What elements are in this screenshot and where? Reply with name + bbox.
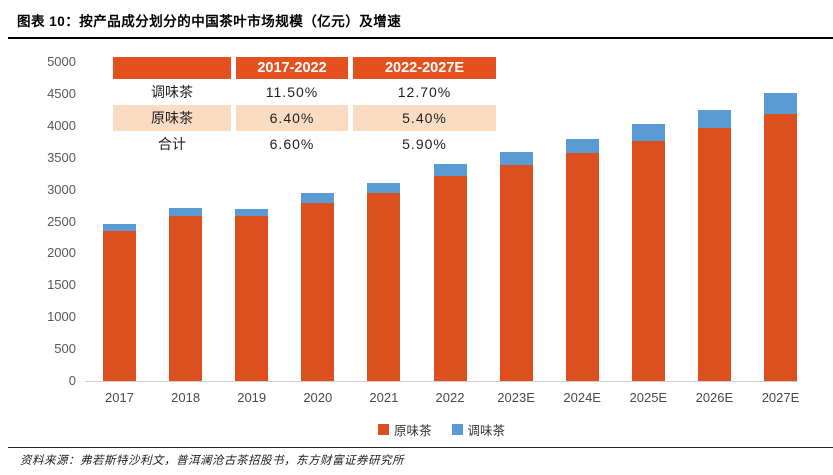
growth-table-row-original-tea: 原味茶 6.40% 5.40% bbox=[113, 105, 496, 131]
chart-legend: 原味茶 调味茶 bbox=[85, 420, 798, 439]
bar-segment-原味茶-2020 bbox=[301, 203, 335, 381]
growth-table-header-blank bbox=[113, 57, 231, 79]
column-gap bbox=[348, 131, 353, 157]
growth-table-header-2017-2022: 2017-2022 bbox=[236, 57, 348, 79]
bar-column-2017 bbox=[103, 224, 136, 381]
cagr-value: 12.70% bbox=[397, 84, 452, 100]
y-axis-label: 3500 bbox=[47, 149, 76, 165]
bar-segment-调味茶-2020 bbox=[301, 193, 335, 204]
legend-swatch-icon bbox=[451, 424, 463, 435]
bar-segment-原味茶-2027E bbox=[764, 114, 797, 381]
bar-segment-原味茶-2023E bbox=[499, 164, 533, 381]
y-axis-label: 4000 bbox=[47, 117, 76, 133]
bar-column-2019 bbox=[235, 208, 269, 381]
growth-table-row-total: 合计 6.60% 5.90% bbox=[113, 131, 496, 157]
bar-column-2018 bbox=[169, 208, 203, 381]
cagr-value: 11.50% bbox=[265, 84, 319, 100]
y-axis-label: 5000 bbox=[47, 54, 76, 69]
x-axis-label: 2025E bbox=[629, 390, 668, 405]
bar-segment-原味茶-2021 bbox=[367, 193, 401, 381]
x-axis-label: 2017 bbox=[105, 390, 134, 405]
column-gap bbox=[231, 57, 236, 79]
legend-label: 调味茶 bbox=[467, 424, 506, 438]
x-axis-label: 2021 bbox=[369, 390, 399, 405]
column-gap bbox=[231, 131, 236, 157]
row-label: 调味茶 bbox=[151, 84, 193, 100]
growth-table-row-flavored-tea: 调味茶 11.50% 12.70% bbox=[113, 79, 496, 105]
y-axis-label: 500 bbox=[54, 341, 76, 357]
bar-segment-调味茶-2021 bbox=[367, 182, 401, 194]
x-axis-line bbox=[85, 381, 798, 382]
bar-column-2024E bbox=[565, 138, 599, 381]
y-axis-label: 0 bbox=[68, 373, 76, 388]
legend-item-原味茶: 原味茶 bbox=[377, 420, 432, 439]
legend-item-调味茶: 调味茶 bbox=[451, 420, 506, 439]
bar-segment-原味茶-2017 bbox=[103, 230, 136, 381]
y-axis-label: 2000 bbox=[47, 245, 76, 261]
y-axis-label: 1500 bbox=[47, 277, 76, 293]
bar-column-2020 bbox=[301, 193, 335, 381]
y-axis-label: 2500 bbox=[47, 213, 76, 229]
legend-swatch-icon bbox=[377, 424, 389, 435]
bar-segment-原味茶-2018 bbox=[169, 216, 203, 381]
bar-segment-调味茶-2027E bbox=[764, 93, 797, 115]
plot-area bbox=[85, 62, 798, 381]
bar-segment-调味茶-2019 bbox=[235, 208, 269, 217]
bar-column-2025E bbox=[631, 124, 665, 381]
x-axis-label: 2019 bbox=[237, 390, 267, 405]
source-note: 资料来源：弗若斯特沙利文，普洱澜沧古茶招股书，东方财富证券研究所 bbox=[20, 455, 404, 467]
column-gap bbox=[348, 79, 353, 105]
cagr-value: 5.90% bbox=[402, 136, 447, 152]
cagr-value: 6.60% bbox=[269, 136, 315, 152]
column-gap bbox=[348, 105, 353, 131]
bar-column-2026E bbox=[697, 109, 731, 381]
bar-segment-调味茶-2017 bbox=[103, 224, 136, 231]
title-rule bbox=[8, 37, 833, 39]
x-axis-label: 2024E bbox=[563, 390, 601, 405]
column-gap bbox=[348, 57, 353, 79]
growth-table-header-2022-2027e: 2022-2027E bbox=[353, 57, 496, 79]
bar-segment-原味茶-2022 bbox=[433, 175, 467, 381]
x-axis-label: 2018 bbox=[171, 390, 201, 405]
bar-segment-调味茶-2024E bbox=[565, 138, 599, 154]
x-axis-label: 2023E bbox=[497, 390, 535, 405]
bar-column-2021 bbox=[367, 182, 401, 381]
row-label: 合计 bbox=[158, 136, 186, 152]
cagr-value: 5.40% bbox=[353, 105, 496, 131]
bar-segment-调味茶-2022 bbox=[433, 164, 467, 176]
y-axis-label: 3000 bbox=[47, 181, 76, 197]
x-axis-label: 2027E bbox=[761, 390, 800, 405]
cagr-value: 6.40% bbox=[236, 105, 348, 131]
growth-table: 2017-2022 2022-2027E 调味茶 11.50% 12.70% 原… bbox=[113, 57, 496, 157]
y-axis-label: 4500 bbox=[47, 85, 76, 101]
bar-segment-调味茶-2018 bbox=[169, 208, 203, 217]
bar-column-2027E bbox=[764, 93, 797, 381]
bar-column-2023E bbox=[499, 151, 533, 381]
bar-segment-原味茶-2026E bbox=[697, 128, 731, 381]
bar-segment-调味茶-2026E bbox=[697, 109, 731, 128]
bar-segment-调味茶-2023E bbox=[499, 151, 533, 165]
figure-title: 图表 10：按产品成分划分的中国茶叶市场规模（亿元）及增速 bbox=[17, 14, 402, 29]
growth-table-header: 2017-2022 2022-2027E bbox=[113, 57, 496, 79]
bar-segment-原味茶-2024E bbox=[565, 153, 599, 381]
bottom-rule bbox=[8, 447, 833, 448]
x-axis-label: 2022 bbox=[435, 390, 465, 405]
column-gap bbox=[231, 105, 236, 131]
x-axis-label: 2020 bbox=[303, 390, 333, 405]
y-axis-label: 1000 bbox=[47, 309, 76, 325]
bar-segment-调味茶-2025E bbox=[631, 124, 665, 141]
x-axis-label: 2026E bbox=[695, 390, 734, 405]
row-label: 原味茶 bbox=[113, 105, 231, 131]
legend-label: 原味茶 bbox=[393, 424, 432, 438]
bar-segment-原味茶-2019 bbox=[235, 216, 269, 381]
column-gap bbox=[231, 79, 236, 105]
bar-segment-原味茶-2025E bbox=[631, 140, 665, 381]
bar-column-2022 bbox=[433, 164, 467, 381]
